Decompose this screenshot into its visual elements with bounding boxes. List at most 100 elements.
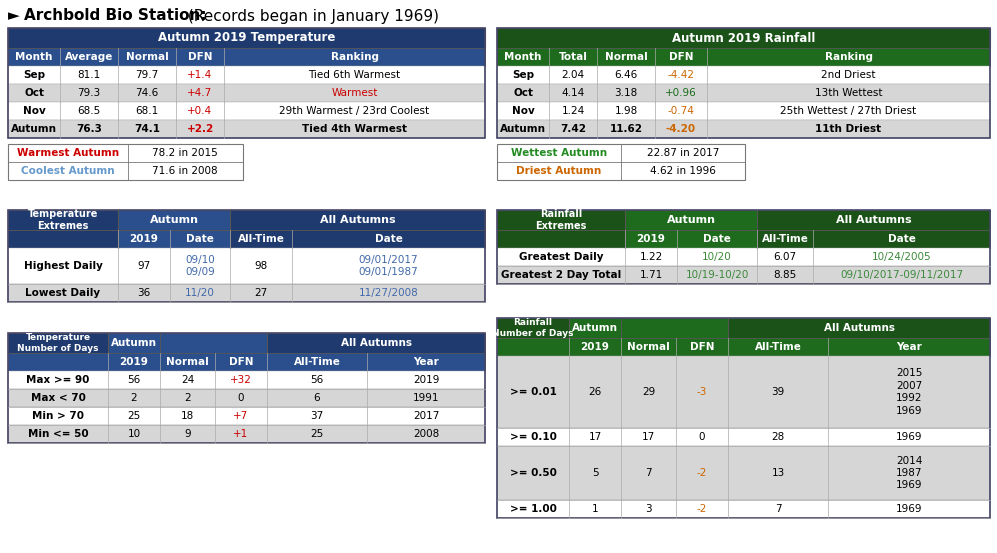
- Text: 8.85: 8.85: [774, 270, 797, 280]
- Text: Normal: Normal: [126, 52, 168, 62]
- Text: 98: 98: [254, 261, 267, 271]
- Text: Min > 70: Min > 70: [32, 411, 84, 421]
- Text: 39: 39: [772, 387, 785, 397]
- Text: 2019: 2019: [636, 234, 665, 244]
- Bar: [497, 446, 990, 500]
- Text: 74.6: 74.6: [136, 88, 159, 98]
- Text: 25th Wettest / 27th Driest: 25th Wettest / 27th Driest: [781, 106, 916, 116]
- Text: 11th Driest: 11th Driest: [816, 124, 881, 134]
- Text: 17: 17: [588, 432, 601, 442]
- Text: Warmest Autumn: Warmest Autumn: [17, 148, 119, 158]
- Text: 81.1: 81.1: [78, 70, 101, 80]
- Text: 36: 36: [138, 288, 151, 298]
- Text: 37: 37: [310, 411, 324, 421]
- Text: Ranking: Ranking: [825, 52, 872, 62]
- Text: 17: 17: [642, 432, 655, 442]
- Bar: [160, 333, 267, 353]
- Text: Max >= 90: Max >= 90: [26, 375, 90, 385]
- Text: 1.98: 1.98: [614, 106, 638, 116]
- Bar: [497, 28, 990, 138]
- Text: DFN: DFN: [690, 342, 714, 352]
- Text: Greatest 2 Day Total: Greatest 2 Day Total: [500, 270, 621, 280]
- Text: Tied 6th Warmest: Tied 6th Warmest: [308, 70, 401, 80]
- Text: +1.4: +1.4: [187, 70, 212, 80]
- Bar: [8, 210, 485, 302]
- Bar: [497, 428, 990, 446]
- Text: 26: 26: [588, 387, 601, 397]
- Text: Archbold Bio Station:: Archbold Bio Station:: [24, 8, 206, 23]
- Text: 2: 2: [184, 393, 190, 403]
- Bar: [497, 318, 990, 518]
- Text: DFN: DFN: [228, 357, 253, 367]
- Text: Tied 4th Warmest: Tied 4th Warmest: [302, 124, 407, 134]
- Bar: [8, 248, 485, 284]
- Text: 7: 7: [775, 504, 782, 514]
- Text: 2008: 2008: [413, 429, 439, 439]
- Bar: [8, 84, 485, 102]
- Text: 1969: 1969: [895, 504, 922, 514]
- Text: Date: Date: [375, 234, 403, 244]
- Text: +7: +7: [233, 411, 248, 421]
- Text: 18: 18: [180, 411, 194, 421]
- Text: 2017: 2017: [413, 411, 440, 421]
- Text: -4.42: -4.42: [668, 70, 695, 80]
- Text: Max < 70: Max < 70: [31, 393, 86, 403]
- Text: 11/20: 11/20: [185, 288, 215, 298]
- Bar: [497, 356, 990, 428]
- Text: 1.71: 1.71: [639, 270, 663, 280]
- Bar: [497, 248, 990, 266]
- Text: Greatest Daily: Greatest Daily: [518, 252, 603, 262]
- Text: Autumn 2019 Temperature: Autumn 2019 Temperature: [158, 32, 335, 44]
- Bar: [8, 407, 485, 425]
- Text: 25: 25: [128, 411, 141, 421]
- Text: ►: ►: [8, 8, 20, 23]
- Text: Sep: Sep: [511, 70, 534, 80]
- Text: 56: 56: [310, 375, 324, 385]
- Text: Nov: Nov: [511, 106, 534, 116]
- Text: 68.5: 68.5: [78, 106, 101, 116]
- Bar: [497, 144, 745, 180]
- Text: Temperature
Number of Days: Temperature Number of Days: [17, 333, 99, 353]
- Text: +32: +32: [230, 375, 252, 385]
- Bar: [108, 333, 160, 353]
- Bar: [8, 333, 485, 443]
- Text: 79.7: 79.7: [136, 70, 159, 80]
- Text: Autumn: Autumn: [11, 124, 57, 134]
- Text: 10: 10: [128, 429, 141, 439]
- Text: 24: 24: [180, 375, 194, 385]
- Text: 09/10/2017-09/11/2017: 09/10/2017-09/11/2017: [839, 270, 963, 280]
- Bar: [625, 210, 757, 230]
- Text: Coolest Autumn: Coolest Autumn: [21, 166, 115, 176]
- Text: >= 0.01: >= 0.01: [509, 387, 556, 397]
- Bar: [8, 230, 118, 248]
- Text: 2015
2007
1992
1969: 2015 2007 1992 1969: [895, 368, 922, 416]
- Text: Warmest: Warmest: [331, 88, 378, 98]
- Text: Rainfall
Number of Days: Rainfall Number of Days: [493, 318, 573, 338]
- Text: Date: Date: [186, 234, 214, 244]
- Text: 2019: 2019: [120, 357, 149, 367]
- Text: 74.1: 74.1: [134, 124, 160, 134]
- Bar: [621, 318, 728, 338]
- Bar: [497, 28, 990, 48]
- Text: 79.3: 79.3: [78, 88, 101, 98]
- Text: 1991: 1991: [413, 393, 440, 403]
- Text: Driest Autumn: Driest Autumn: [516, 166, 601, 176]
- Bar: [497, 210, 990, 284]
- Text: 09/10
09/09: 09/10 09/09: [185, 255, 215, 277]
- Text: 25: 25: [310, 429, 324, 439]
- Text: DFN: DFN: [669, 52, 693, 62]
- Text: >= 1.00: >= 1.00: [509, 504, 556, 514]
- Text: 28: 28: [772, 432, 785, 442]
- Text: +0.96: +0.96: [665, 88, 697, 98]
- Text: Temperature
Extremes: Temperature Extremes: [28, 209, 98, 231]
- Text: (Records began in January 1969): (Records began in January 1969): [183, 8, 439, 23]
- Text: 10/20: 10/20: [702, 252, 732, 262]
- Text: 2019: 2019: [130, 234, 159, 244]
- Bar: [8, 353, 485, 371]
- Text: Autumn: Autumn: [667, 215, 716, 225]
- Text: Autumn: Autumn: [572, 323, 618, 333]
- Text: 68.1: 68.1: [136, 106, 159, 116]
- Bar: [625, 230, 757, 248]
- Bar: [569, 318, 621, 338]
- Text: Average: Average: [65, 52, 114, 62]
